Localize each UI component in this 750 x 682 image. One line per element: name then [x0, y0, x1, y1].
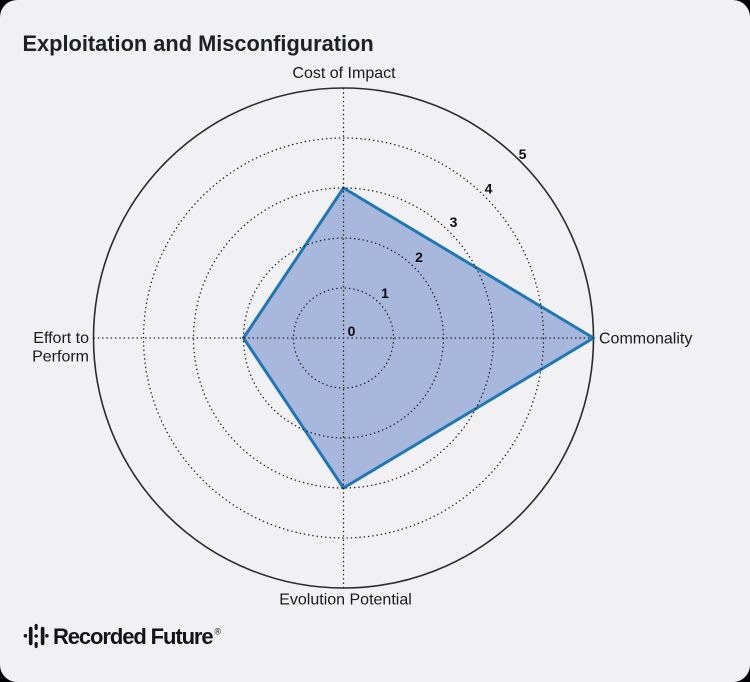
svg-text:Perform: Perform [32, 349, 89, 366]
svg-text:0: 0 [348, 323, 356, 339]
svg-text:Commonality: Commonality [599, 331, 692, 348]
svg-text:5: 5 [519, 146, 527, 162]
svg-text:Recorded Future: Recorded Future [53, 624, 213, 649]
svg-text:Cost of Impact: Cost of Impact [292, 65, 396, 82]
svg-text:2: 2 [415, 249, 423, 265]
svg-text:®: ® [215, 627, 222, 637]
svg-text:3: 3 [450, 214, 458, 230]
svg-text:Evolution Potential: Evolution Potential [279, 592, 412, 609]
svg-text:1: 1 [381, 285, 389, 301]
svg-text:Effort to: Effort to [33, 330, 89, 347]
svg-text:4: 4 [485, 181, 493, 197]
